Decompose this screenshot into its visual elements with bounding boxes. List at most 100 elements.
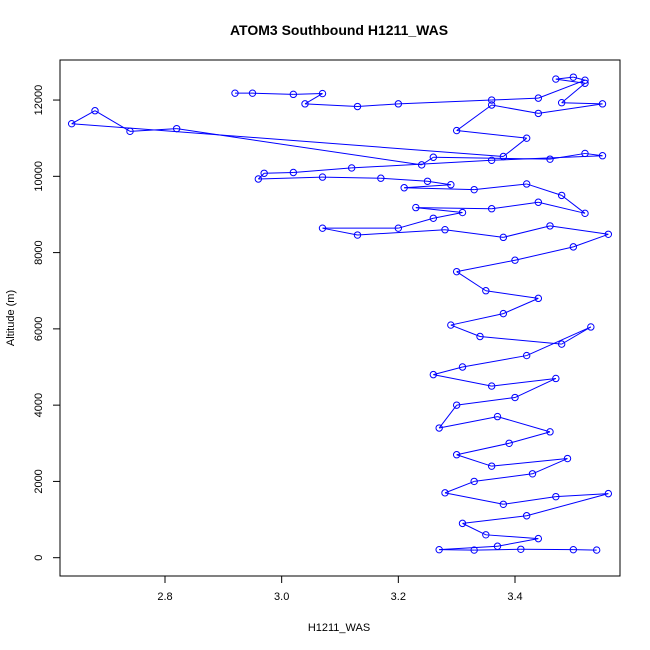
data-point	[231, 89, 239, 97]
data-point	[552, 374, 560, 383]
series-segment	[94, 110, 131, 132]
data-point	[534, 534, 543, 543]
data-point	[318, 173, 327, 181]
series-segment	[491, 97, 539, 101]
data-point	[505, 439, 513, 447]
series-segment	[485, 534, 539, 540]
series-segment	[526, 326, 592, 357]
series-segment	[503, 297, 539, 315]
data-point	[289, 90, 298, 99]
series-segment	[474, 183, 527, 191]
series-layer	[67, 73, 613, 554]
data-point	[452, 267, 461, 276]
data-point	[517, 545, 525, 554]
data-point	[423, 177, 432, 185]
data-point	[487, 156, 496, 165]
data-point	[557, 191, 566, 200]
data-point	[394, 224, 403, 232]
data-point	[470, 185, 478, 194]
series-segment	[456, 259, 516, 273]
series-segment	[433, 374, 492, 387]
data-point	[353, 102, 362, 111]
data-point	[511, 256, 519, 264]
series-segment	[357, 103, 399, 108]
data-point	[511, 393, 519, 402]
series-segment	[474, 473, 533, 482]
series-segment	[561, 82, 586, 104]
x-tick-label: 3.4	[507, 591, 522, 603]
chart-title: ATOM3 Southbound H1211_WAS	[230, 22, 448, 38]
y-axis: 0 2000 4000 6000 8000 10000 12000	[33, 85, 61, 561]
series-segment	[444, 229, 504, 238]
series-segment	[462, 515, 527, 524]
data-point	[522, 351, 531, 360]
series-segment	[549, 225, 609, 235]
y-tick-label: 4000	[33, 393, 45, 417]
data-point	[248, 89, 257, 97]
series-segment	[538, 201, 586, 214]
series-segment	[252, 92, 294, 95]
data-point	[522, 512, 531, 520]
data-point	[581, 149, 589, 158]
data-point	[482, 531, 490, 539]
series-segment	[438, 404, 458, 429]
data-point	[429, 214, 438, 222]
series-segment	[514, 246, 574, 261]
data-point	[528, 470, 537, 478]
series-segment	[439, 545, 498, 551]
series-segment	[456, 271, 487, 292]
series-segment	[456, 130, 527, 139]
data-point	[493, 542, 502, 550]
series-segment	[573, 76, 586, 81]
series-segment	[573, 233, 609, 248]
series-segment	[485, 290, 539, 299]
y-tick-label: 2000	[33, 469, 45, 493]
series-segment	[380, 177, 428, 182]
data-point	[254, 175, 263, 183]
y-tick-label: 10000	[33, 161, 45, 192]
series-segment	[503, 225, 551, 238]
data-point	[172, 124, 181, 133]
series-segment	[555, 493, 609, 498]
data-point	[452, 451, 461, 459]
series-segment	[549, 152, 586, 160]
series-segment	[304, 103, 358, 108]
data-point	[534, 198, 543, 206]
series-segment	[433, 366, 463, 376]
data-point	[458, 363, 467, 371]
data-point	[569, 545, 578, 554]
data-point	[499, 500, 508, 509]
series-segment	[491, 201, 539, 210]
data-point	[487, 205, 496, 213]
series-segment	[479, 335, 562, 345]
series-segment	[71, 123, 504, 157]
data-point	[452, 401, 461, 409]
series-segment	[456, 442, 510, 456]
data-point	[429, 370, 438, 379]
series-segment	[509, 431, 551, 444]
series-segment	[456, 454, 492, 467]
data-point	[441, 226, 449, 234]
series-segment	[439, 416, 498, 429]
data-point	[598, 100, 607, 108]
data-point	[587, 323, 595, 331]
data-point	[598, 152, 607, 160]
series-segment	[71, 110, 96, 125]
data-point	[557, 340, 566, 348]
series-segment	[526, 183, 562, 196]
series-segment	[258, 176, 323, 180]
data-point	[91, 107, 99, 115]
data-point	[522, 134, 531, 142]
data-point	[301, 100, 309, 108]
data-point	[447, 321, 455, 329]
data-point	[318, 224, 327, 232]
data-point	[534, 94, 543, 102]
series-segment	[555, 78, 586, 84]
x-axis-label: H1211_WAS	[308, 622, 370, 634]
data-point	[546, 428, 554, 436]
data-point	[429, 153, 438, 161]
data-point	[534, 109, 543, 118]
series-segment	[444, 492, 504, 505]
data-point	[318, 89, 327, 98]
series-segment	[129, 128, 177, 132]
